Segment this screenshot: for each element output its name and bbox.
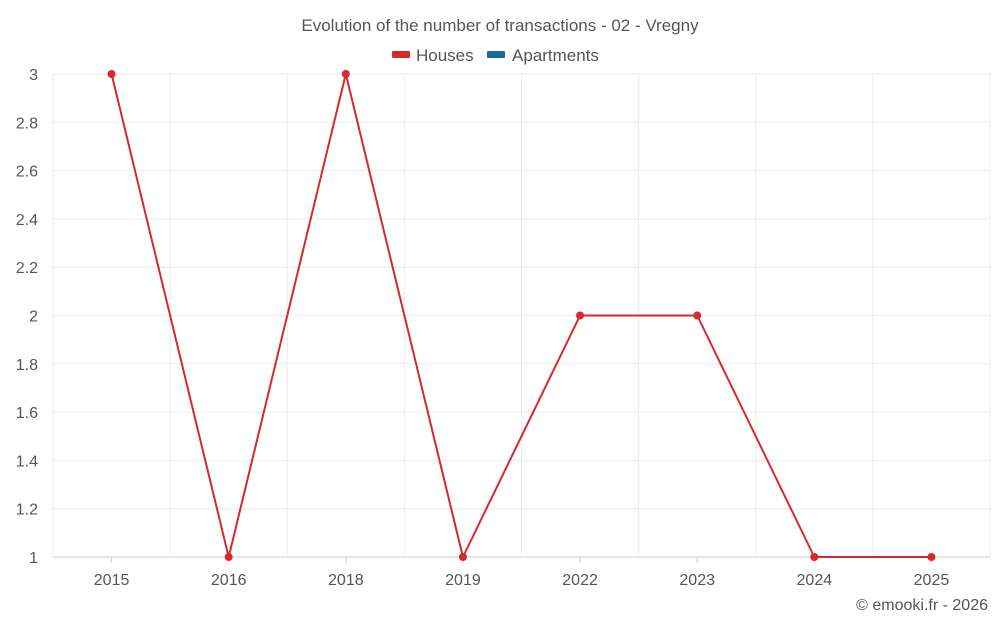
legend-label-houses: Houses [416, 46, 474, 65]
y-tick-label: 2.6 [16, 164, 38, 181]
y-tick-label: 1.2 [16, 502, 38, 519]
series-line-houses [110, 73, 932, 558]
data-point-houses[interactable] [224, 553, 233, 561]
grid [52, 73, 991, 558]
x-tick-label: 2023 [679, 572, 715, 589]
y-tick-label: 2 [29, 309, 38, 326]
y-tick-label: 1.8 [16, 357, 38, 374]
legend-swatch-apartments [487, 51, 505, 58]
legend-swatch-houses [392, 51, 410, 58]
x-tick-label: 2015 [94, 572, 130, 589]
axes: 1 1.2 1.4 1.6 1.8 2 2.2 2.4 2.6 2.8 3 2015 2016 2018 2… [16, 67, 950, 589]
x-tick-label: 2025 [914, 572, 950, 589]
legend-item-apartments[interactable]: Apartments [487, 46, 599, 65]
data-point-houses[interactable] [927, 553, 936, 561]
data-point-houses[interactable] [810, 553, 819, 561]
y-tick-label: 1.6 [16, 405, 38, 422]
y-tick-label: 1 [29, 550, 38, 567]
chart-title: Evolution of the number of transactions … [301, 16, 699, 35]
x-tick-label: 2018 [328, 572, 364, 589]
legend-item-houses[interactable]: Houses [392, 46, 474, 65]
data-point-houses[interactable] [576, 311, 585, 320]
y-tick-label: 3 [29, 67, 38, 84]
data-point-houses[interactable] [693, 311, 702, 320]
data-point-houses[interactable] [341, 70, 350, 78]
x-tick-label: 2016 [211, 572, 247, 589]
y-tick-label: 2.8 [16, 115, 38, 132]
y-tick-label: 2.2 [16, 260, 38, 277]
x-tick-label: 2024 [797, 572, 833, 589]
series-layer [107, 70, 936, 561]
data-point-houses[interactable] [107, 70, 116, 78]
legend-label-apartments: Apartments [512, 46, 599, 65]
x-tick-label: 2022 [562, 572, 598, 589]
y-tick-label: 1.4 [16, 453, 38, 470]
data-point-houses[interactable] [458, 553, 467, 561]
x-tick-label: 2019 [445, 572, 481, 589]
y-tick-label: 2.4 [16, 212, 38, 229]
legend: Houses Apartments [392, 46, 599, 65]
credit-text: © emooki.fr - 2026 [856, 597, 988, 614]
